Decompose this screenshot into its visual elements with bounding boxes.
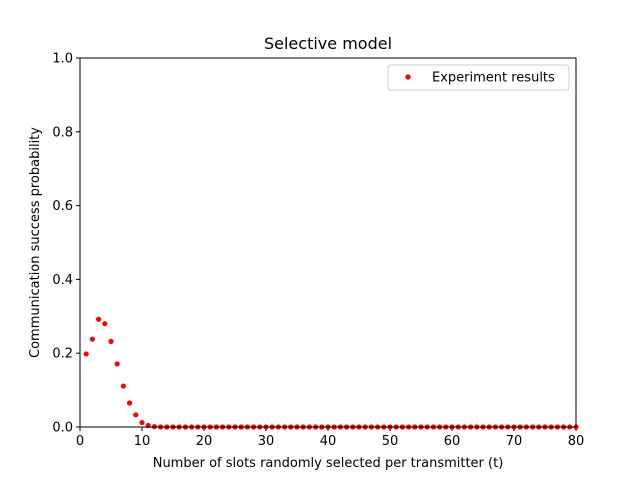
x-tick-label: 50 (382, 434, 399, 449)
y-tick-label: 1.0 (52, 52, 73, 67)
legend-box (387, 64, 570, 91)
x-tick-label: 40 (320, 434, 337, 449)
y-axis-label: Communication success probability (28, 127, 43, 358)
data-point (102, 321, 108, 327)
legend: Experiment results (387, 64, 570, 91)
legend-marker (405, 74, 411, 80)
x-tick-label: 70 (506, 434, 523, 449)
data-point (133, 412, 139, 418)
x-tick-label: 80 (568, 434, 585, 449)
legend-label: Experiment results (432, 71, 555, 86)
x-tick-label: 20 (196, 434, 213, 449)
y-tick-label: 0.8 (52, 125, 73, 140)
data-point (127, 400, 133, 406)
x-tick-label: 30 (258, 434, 275, 449)
x-tick-label: 10 (134, 434, 151, 449)
axis-ticks: 0 10 20 30 40 50 60 70 80 0.0 0.2 0.4 0.6 0.8 1.0 (52, 52, 584, 450)
plot-frame (79, 57, 577, 428)
y-tick-label: 0.4 (52, 273, 73, 288)
y-tick-label: 0.2 (52, 347, 73, 362)
data-point (108, 338, 114, 344)
x-tick-label: 60 (444, 434, 461, 449)
data-point (89, 336, 95, 342)
y-tick-label: 0.0 (52, 421, 73, 436)
data-point (139, 419, 145, 426)
data-point (120, 383, 126, 389)
data-point (114, 361, 120, 367)
data-point (96, 316, 102, 322)
data-point (83, 351, 89, 357)
chart-title: Selective model (264, 34, 392, 53)
x-tick-label: 0 (76, 434, 84, 449)
y-tick-label: 0.6 (52, 199, 73, 214)
x-axis-label: Number of slots randomly selected per tr… (153, 456, 504, 471)
